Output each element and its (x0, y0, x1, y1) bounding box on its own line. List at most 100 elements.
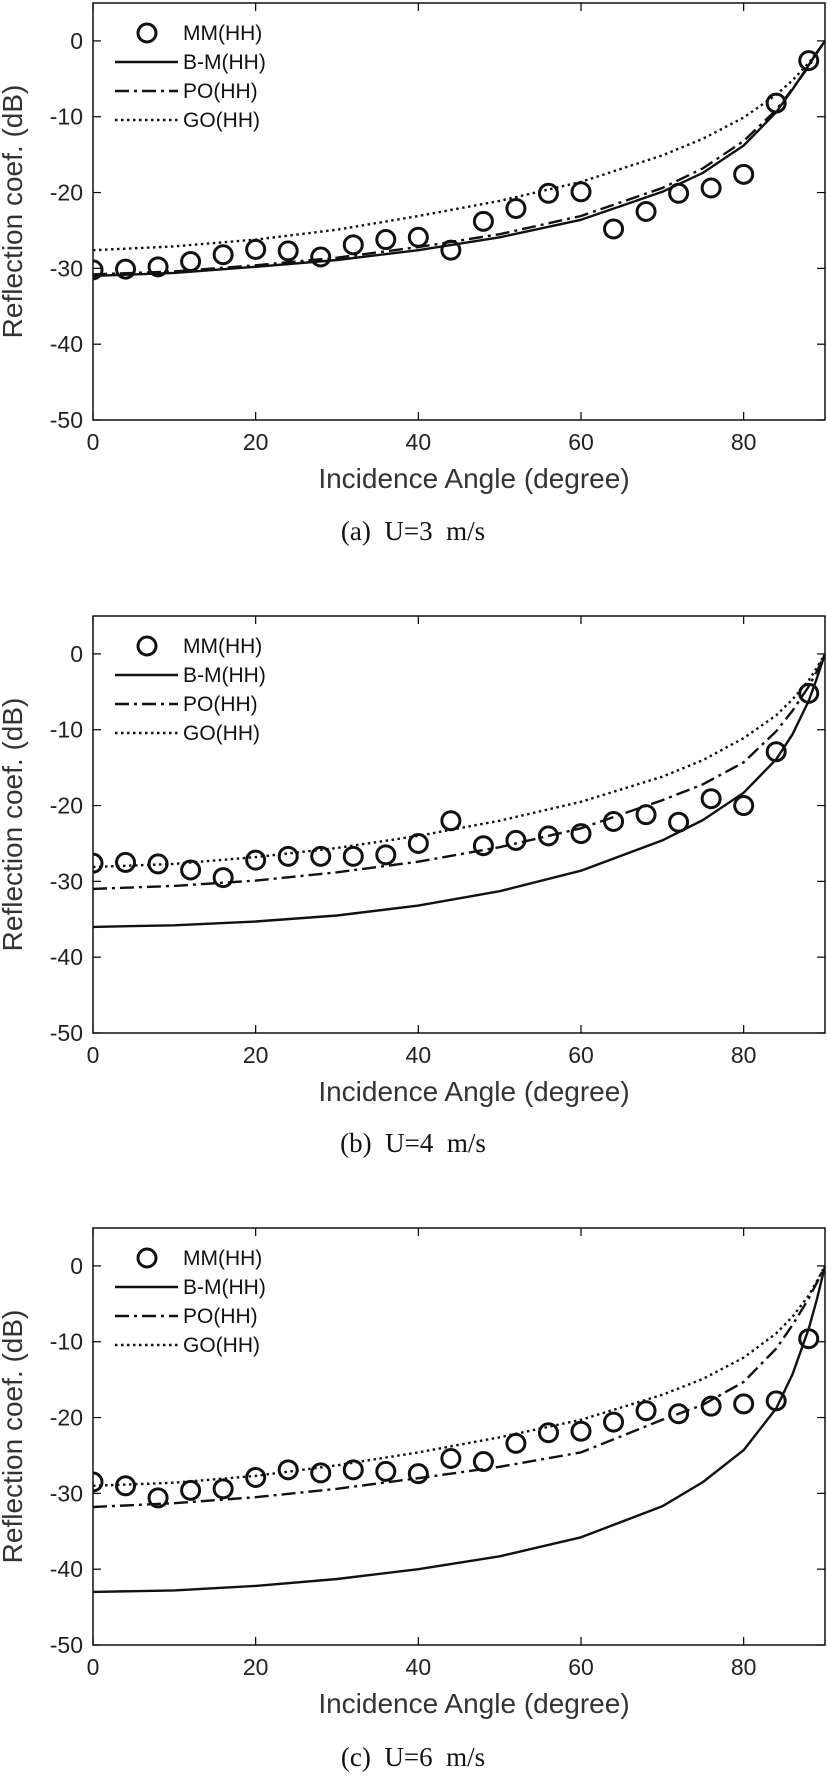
data-point-mm (310, 845, 332, 867)
y-tick-label: -50 (50, 1020, 83, 1046)
data-point-mm (310, 246, 332, 268)
series-line-po-hh (93, 40, 825, 276)
legend-label: GO(HH) (183, 722, 260, 745)
panel-caption: (c) U=6 m/s (341, 1742, 485, 1772)
data-point-mm (180, 1479, 202, 1501)
x-tick-label: 20 (243, 429, 269, 455)
data-point-mm (147, 853, 169, 875)
data-point-mm (733, 1393, 755, 1415)
y-tick-label: -20 (50, 1405, 83, 1431)
plot-frame (92, 615, 826, 1034)
data-point-mm (93, 259, 104, 281)
chart-panel-2: 0 20 40 60 80 0 -10 -20 -30 -40 -50 Incidence Angle… (0, 615, 826, 1158)
x-axis-label: Incidence Angle (degree) (318, 463, 629, 494)
y-tick-label: -40 (50, 1556, 83, 1582)
x-tick-label: 0 (87, 1042, 100, 1068)
x-tick-label: 80 (731, 1042, 757, 1068)
y-axis-label: Reflection coef. (dB) (0, 1310, 28, 1564)
data-point-mm (93, 852, 104, 874)
chart-panel-3: 0 20 40 60 80 0 -10 -20 -30 -40 -50 Incidence Angle… (0, 1227, 826, 1772)
data-point-mm (115, 851, 137, 873)
data-point-mm (603, 810, 625, 832)
data-point-mm (440, 1447, 462, 1469)
y-tick-label: 0 (70, 1253, 83, 1279)
legend-label: GO(HH) (183, 109, 260, 132)
data-point-mm (505, 1432, 527, 1454)
data-point-mm (505, 829, 527, 851)
y-tick-label: -10 (50, 717, 83, 743)
legend-label: GO(HH) (183, 1334, 260, 1357)
data-point-mm (635, 804, 657, 826)
series-line-b-m-hh (93, 1265, 825, 1594)
data-point-mm (472, 1451, 494, 1473)
data-point-mm (245, 238, 267, 260)
legend: MM(HH) B-M(HH) PO(HH) GO(HH) (115, 22, 266, 132)
data-point-mm (603, 218, 625, 240)
data-point-mm (798, 50, 820, 72)
y-tick-label: -10 (50, 1329, 83, 1355)
y-axis-label: Reflection coef. (dB) (0, 698, 28, 952)
data-point-mm (668, 1403, 690, 1425)
legend-label: PO(HH) (183, 1305, 258, 1328)
data-point-mm (342, 1459, 364, 1481)
data-point-mm (407, 226, 429, 248)
data-point-mm (537, 1422, 559, 1444)
data-point-mm (472, 210, 494, 232)
y-tick-label: 0 (70, 641, 83, 667)
data-point-mm (277, 240, 299, 262)
y-tick-label: -40 (50, 331, 83, 357)
chart-panel-1: 0 20 40 60 80 0 -10 -20 -30 -40 -50 Incidence Angle… (0, 2, 826, 546)
x-tick-label: 60 (568, 1042, 594, 1068)
series-line-po-hh (93, 653, 825, 891)
data-point-mm (733, 163, 755, 185)
data-point-mm (342, 845, 364, 867)
legend-label: B-M(HH) (183, 664, 266, 687)
y-tick-label: -30 (50, 1480, 83, 1506)
panel-caption: (b) U=4 m/s (340, 1128, 486, 1158)
y-tick-label: -40 (50, 944, 83, 970)
panel-caption: (a) U=3 m/s (341, 516, 485, 546)
data-point-mm (212, 244, 234, 266)
data-point-mm (147, 1487, 169, 1509)
x-tick-label: 20 (243, 1654, 269, 1680)
y-tick-label: -20 (50, 180, 83, 206)
legend: MM(HH) B-M(HH) PO(HH) GO(HH) (115, 1247, 266, 1357)
y-tick-label: -50 (50, 1632, 83, 1658)
data-point-mm (733, 795, 755, 817)
data-point-mm (635, 1400, 657, 1422)
plot-frame (92, 2, 826, 421)
x-tick-label: 60 (568, 429, 594, 455)
x-tick-label: 40 (406, 1042, 432, 1068)
x-tick-label: 60 (568, 1654, 594, 1680)
data-point-mm (700, 177, 722, 199)
legend-label: PO(HH) (183, 693, 258, 716)
legend-marker (136, 635, 158, 657)
series-line-po-hh (93, 1265, 825, 1509)
y-tick-label: -10 (50, 104, 83, 130)
x-tick-label: 80 (731, 429, 757, 455)
data-point-mm (537, 825, 559, 847)
data-point-mm (212, 1478, 234, 1500)
data-point-mm (472, 835, 494, 857)
series-line-go-hh (93, 653, 825, 869)
data-point-mm (277, 1459, 299, 1481)
series-line-go-hh (93, 1265, 825, 1487)
x-tick-label: 0 (87, 429, 100, 455)
x-axis-label: Incidence Angle (degree) (318, 1076, 629, 1107)
data-point-mm (375, 844, 397, 866)
data-point-mm (700, 788, 722, 810)
series-line-b-m-hh (93, 653, 825, 929)
data-point-mm (505, 197, 527, 219)
data-point-mm (180, 251, 202, 273)
data-point-mm (570, 1420, 592, 1442)
data-point-mm (115, 258, 137, 280)
legend-marker (136, 22, 158, 44)
legend-label: MM(HH) (183, 635, 262, 658)
data-point-mm (570, 823, 592, 845)
series-line-b-m-hh (93, 40, 825, 278)
data-point-mm (407, 832, 429, 854)
y-tick-label: -30 (50, 255, 83, 281)
x-axis-label: Incidence Angle (degree) (318, 1688, 629, 1719)
x-tick-label: 20 (243, 1042, 269, 1068)
